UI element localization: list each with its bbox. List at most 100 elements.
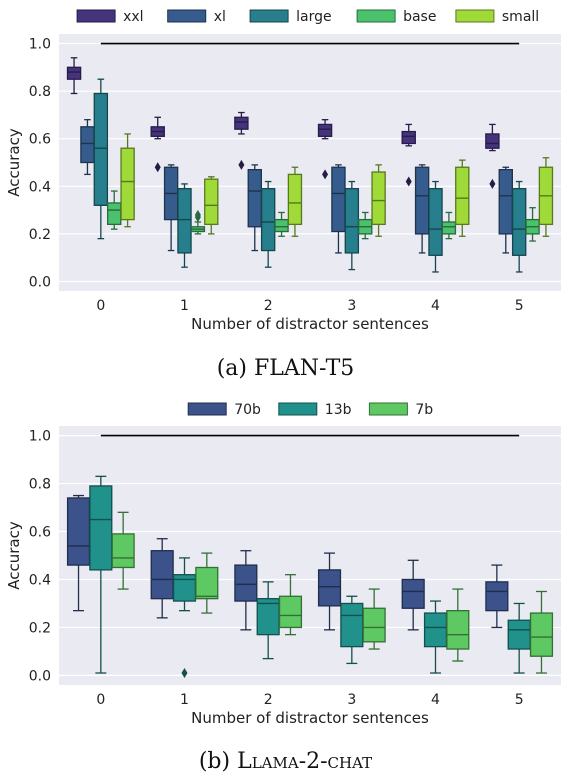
y-axis-label: Accuracy (5, 128, 23, 197)
box-7b-3 (362, 588, 386, 650)
legend-item-large: large (249, 9, 332, 25)
box-iqr (172, 574, 197, 602)
y-tick-label: 0.4 (29, 179, 51, 195)
box-70b-5 (485, 564, 509, 629)
series-7b (111, 511, 554, 674)
box-iqr (66, 66, 82, 80)
box-iqr (177, 188, 192, 254)
outlier-point (194, 209, 201, 220)
box-small-4 (455, 159, 470, 237)
box-70b-3 (317, 552, 342, 631)
box-iqr (414, 166, 430, 235)
legend-label: xl (214, 9, 226, 25)
box-base-2 (274, 211, 289, 237)
box-iqr (455, 166, 470, 226)
y-tick-label: 0.8 (29, 84, 51, 100)
box-7b-1 (195, 552, 219, 614)
box-iqr (107, 202, 122, 226)
box-base-1 (190, 209, 206, 235)
y-tick-label: 0.6 (29, 132, 51, 148)
box-large-1 (177, 183, 192, 268)
legend-label: 70b (234, 402, 261, 418)
box-iqr (428, 188, 443, 256)
box-xxl-1 (150, 116, 165, 173)
caption-llama-prefix: (b) (198, 749, 238, 774)
box-small-0 (120, 133, 135, 228)
legend-swatch (76, 9, 116, 23)
box-13b-4 (423, 600, 448, 674)
box-iqr (247, 168, 262, 228)
series-large (93, 78, 527, 273)
box-iqr (401, 130, 416, 145)
x-axis-label: Number of distractor sentences (191, 709, 429, 727)
box-small-2 (287, 166, 303, 237)
box-70b-0 (66, 494, 91, 612)
box-iqr (93, 92, 109, 206)
box-iqr (287, 173, 303, 226)
series-70b (66, 494, 509, 631)
box-large-5 (511, 180, 527, 273)
box-iqr (485, 133, 500, 149)
box-base-4 (441, 211, 457, 240)
series-xl (80, 119, 513, 254)
x-tick-label: 1 (180, 298, 189, 314)
box-iqr (66, 497, 91, 566)
plot-area (59, 34, 561, 291)
legend-swatch (368, 402, 408, 416)
outlier-point (489, 178, 496, 189)
y-axis-label: Accuracy (5, 521, 23, 590)
legend-label: 13b (325, 402, 352, 418)
legend-swatch (278, 402, 318, 416)
outlier-point (322, 169, 329, 180)
box-iqr (362, 607, 386, 643)
box-7b-0 (111, 511, 135, 590)
x-tick-label: 1 (180, 692, 189, 708)
box-iqr (120, 147, 135, 221)
box-70b-1 (150, 538, 174, 619)
y-tick-label: 0.0 (29, 274, 51, 290)
x-tick-label: 4 (431, 692, 440, 708)
box-iqr (111, 533, 135, 569)
legend-label: base (403, 9, 436, 25)
box-iqr (274, 218, 289, 233)
x-tick-label: 0 (96, 692, 105, 708)
box-iqr (507, 619, 531, 650)
x-tick-label: 5 (515, 298, 524, 314)
box-iqr (340, 602, 364, 648)
legend-item-base: base (356, 9, 436, 25)
box-iqr (371, 171, 386, 226)
box-iqr (278, 595, 303, 629)
legend-item-7b: 7b (368, 402, 433, 418)
legend: 70b 13b 7b (187, 402, 433, 418)
box-large-0 (93, 78, 109, 240)
box-70b-2 (234, 550, 258, 631)
box-iqr (529, 612, 554, 657)
x-tick-label: 3 (347, 298, 356, 314)
legend-swatch (356, 9, 396, 23)
box-iqr (317, 123, 333, 137)
y-tick-label: 1.0 (29, 37, 51, 53)
outlier-point (154, 162, 161, 173)
box-xxl-4 (401, 123, 416, 187)
box-7b-4 (446, 588, 470, 662)
legend-swatch (167, 9, 207, 23)
legend-label: 7b (415, 402, 433, 418)
box-base-3 (358, 211, 373, 240)
caption-flan-t5-text: (a) FLAN-T5 (216, 356, 355, 381)
box-iqr (234, 564, 258, 602)
box-7b-5 (529, 590, 554, 674)
box-iqr (150, 550, 174, 600)
legend-swatch (249, 9, 289, 23)
box-iqr (317, 569, 342, 607)
legend-swatch (455, 9, 495, 23)
flan-t5-chart: 0.0 0.2 0.4 0.6 0.8 1.0 0 1 2 3 4 5 Number of distra… (5, 9, 561, 333)
box-xl-1 (163, 164, 179, 252)
y-tick-label: 0.6 (29, 525, 51, 541)
x-axis-label: Number of distractor sentences (191, 315, 429, 333)
y-tick-label: 0.2 (29, 227, 51, 243)
box-iqr (423, 612, 448, 648)
box-iqr (331, 166, 346, 233)
y-tick-label: 0.8 (29, 477, 51, 493)
series-small (120, 133, 554, 237)
